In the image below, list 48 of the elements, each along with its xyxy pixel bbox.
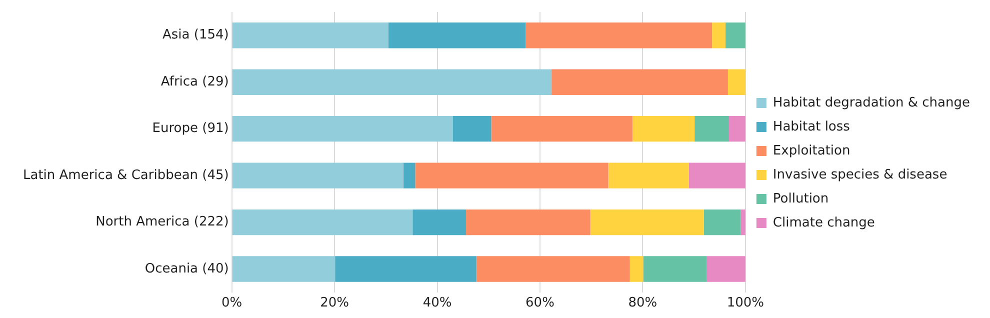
bar [466,209,590,236]
legend-label: Climate change [772,215,875,230]
y-tick-label: Europe (91) [152,121,229,136]
bar [712,22,726,48]
legend-label: Habitat degradation & change [772,95,970,110]
bar [476,256,630,282]
bar [608,162,689,188]
bar [728,116,746,142]
bar [232,22,388,48]
y-tick-label: Asia (154) [162,28,229,43]
bar [232,209,413,236]
bar [526,22,712,48]
bar [590,209,704,236]
legend-label: Exploitation [772,143,850,158]
bar [412,209,466,236]
bar [388,22,526,48]
bar [452,116,492,142]
x-tick-label: 20% [320,296,350,311]
bar [688,162,746,188]
bar [632,116,695,142]
bar [704,209,741,236]
legend-label: Pollution [772,191,829,206]
y-tick-label: North America (222) [96,214,229,230]
bar [232,69,552,95]
bar [335,256,476,282]
bar [232,256,336,282]
bar [551,69,728,95]
legend-label: Habitat loss [772,119,850,134]
bar [643,256,707,282]
bar [491,116,632,142]
bar [725,22,746,48]
legend-label: Invasive species & disease [772,167,948,182]
bar [403,162,416,188]
x-tick-label: 100% [726,296,764,311]
x-tick-label: 80% [628,296,658,311]
bar [232,116,453,142]
y-tick-label: Latin America & Caribbean (45) [23,168,229,183]
bar [232,162,404,188]
x-tick-label: 60% [526,296,554,311]
bar [694,116,729,142]
bar [630,256,644,282]
x-tick-label: 40% [422,296,452,311]
bar [706,256,746,282]
bar [728,69,746,95]
y-tick-label: Africa (29) [160,74,229,90]
y-tick-label: Oceania (40) [144,261,229,276]
bar [415,162,608,188]
x-tick-label: 0% [222,296,242,311]
